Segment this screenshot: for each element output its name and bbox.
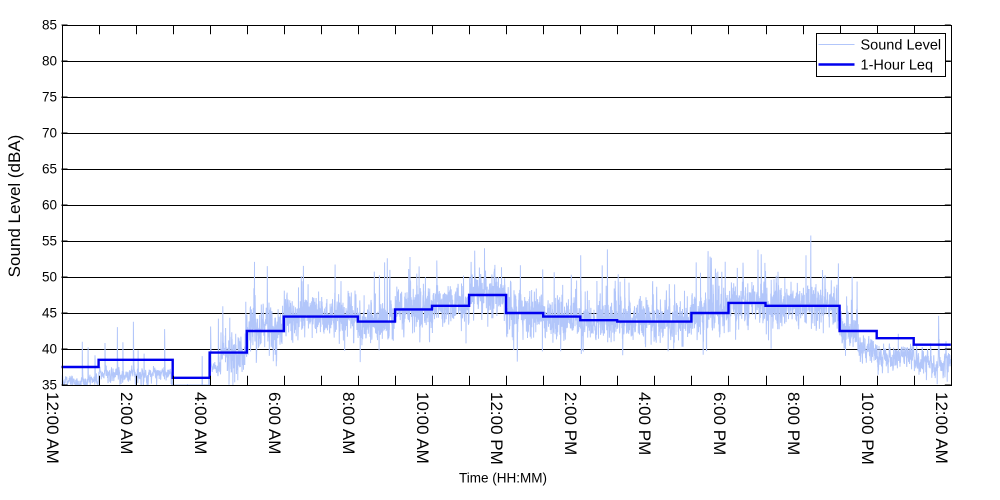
svg-text:Sound Level: Sound Level	[861, 37, 942, 53]
svg-text:1-Hour Leq: 1-Hour Leq	[861, 57, 934, 73]
